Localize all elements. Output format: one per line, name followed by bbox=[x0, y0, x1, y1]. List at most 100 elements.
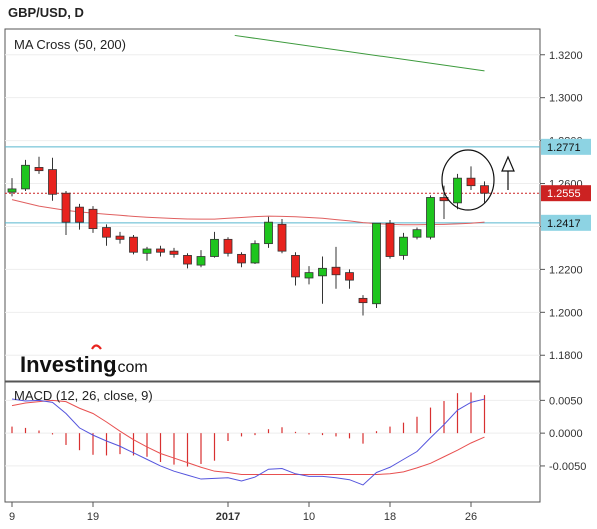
price-panel-label: MA Cross (50, 200) bbox=[14, 37, 126, 52]
candle bbox=[412, 227, 422, 240]
logo-swoosh-icon bbox=[91, 344, 102, 350]
candle-body bbox=[358, 297, 368, 304]
candle-body bbox=[34, 167, 44, 172]
candle bbox=[183, 253, 192, 269]
price-tick-label: 1.2200 bbox=[549, 264, 583, 276]
brand-suffix: .com bbox=[113, 359, 148, 376]
candle-body bbox=[385, 222, 395, 257]
candle bbox=[102, 224, 111, 246]
brand-name: Investing bbox=[20, 352, 117, 377]
ma-slow-line bbox=[234, 34, 485, 72]
candle bbox=[115, 231, 125, 244]
candle bbox=[426, 195, 435, 240]
candle bbox=[169, 247, 179, 258]
level-tag bbox=[541, 138, 591, 155]
price-tick-label: 1.3000 bbox=[549, 93, 583, 105]
candle bbox=[88, 206, 98, 233]
candle-body bbox=[48, 169, 57, 195]
candle-body bbox=[210, 238, 219, 257]
time-tick-label: 19 bbox=[87, 511, 99, 523]
candle-body bbox=[156, 248, 165, 253]
candle bbox=[61, 191, 71, 236]
macd-panel-label: MACD (12, 26, close, 9) bbox=[14, 388, 153, 403]
chart-title: GBP/USD, D bbox=[8, 5, 84, 20]
candle bbox=[264, 216, 273, 248]
time-axis-ticks: 9 19 2017 10 18 26 bbox=[9, 502, 477, 523]
macd-tick-label: 0.0000 bbox=[549, 428, 583, 440]
macd-tick-label: -0.0050 bbox=[549, 461, 586, 473]
candle bbox=[291, 252, 300, 286]
time-tick-label: 10 bbox=[303, 511, 315, 523]
candle bbox=[453, 173, 462, 210]
candle-body bbox=[453, 177, 462, 204]
candle-body bbox=[102, 227, 111, 238]
candle bbox=[156, 245, 165, 257]
candle bbox=[331, 246, 341, 289]
candle bbox=[196, 250, 206, 268]
candle bbox=[237, 252, 246, 268]
candles-layer bbox=[7, 156, 489, 316]
price-tick-label: 1.1800 bbox=[549, 350, 583, 362]
level-tag-label: 1.2555 bbox=[547, 188, 581, 200]
candle bbox=[399, 232, 408, 260]
time-tick-label: 26 bbox=[465, 511, 477, 523]
candle-body bbox=[372, 222, 381, 305]
candle-body bbox=[21, 164, 30, 190]
macd-tick-label: 0.0050 bbox=[549, 395, 583, 407]
time-tick-label: 2017 bbox=[216, 511, 240, 523]
up-arrow-icon bbox=[501, 155, 515, 190]
level-tag bbox=[541, 214, 591, 231]
ma-slow-layer bbox=[234, 34, 485, 72]
macd-axis-ticks: 0.0050 0.0000 -0.0050 bbox=[540, 395, 586, 473]
candle bbox=[21, 159, 30, 192]
candle bbox=[466, 166, 476, 190]
candle-body bbox=[142, 248, 152, 254]
macd-line bbox=[11, 398, 485, 486]
candle-body bbox=[129, 236, 138, 253]
level-tag bbox=[541, 185, 591, 202]
price-tick-label: 1.2000 bbox=[549, 307, 583, 319]
candle-body bbox=[399, 236, 408, 256]
annotation-ellipse bbox=[441, 149, 495, 211]
level-tag-label: 1.2417 bbox=[547, 218, 581, 230]
candle-body bbox=[304, 272, 314, 279]
candle-body bbox=[318, 267, 327, 277]
candle bbox=[34, 156, 44, 174]
macd-histogram bbox=[11, 392, 486, 467]
candle bbox=[210, 231, 219, 258]
candle-body bbox=[169, 250, 179, 255]
candle-body bbox=[115, 235, 125, 240]
candle bbox=[48, 157, 57, 201]
candle-body bbox=[250, 243, 260, 264]
level-tags: 1.2771 1.2555 1.2417 bbox=[541, 138, 591, 231]
price-tick-label: 1.3200 bbox=[549, 50, 583, 62]
candle bbox=[277, 218, 287, 254]
candle-body bbox=[75, 206, 84, 223]
candle-body bbox=[277, 223, 287, 252]
candle-body bbox=[196, 256, 206, 266]
candle bbox=[7, 178, 17, 197]
candle-body bbox=[223, 238, 233, 254]
time-tick-label: 18 bbox=[384, 511, 396, 523]
investing-logo: Investing .com bbox=[20, 344, 148, 377]
macd-lines bbox=[11, 398, 485, 486]
candle bbox=[372, 222, 381, 309]
candle bbox=[385, 220, 395, 259]
candle bbox=[480, 181, 489, 203]
level-tag-label: 1.2771 bbox=[547, 142, 581, 154]
candle bbox=[304, 266, 314, 285]
candle bbox=[358, 295, 368, 316]
candle-body bbox=[331, 266, 341, 276]
time-tick-label: 9 bbox=[9, 511, 15, 523]
candle-body bbox=[426, 197, 435, 238]
candle-body bbox=[61, 192, 71, 223]
price-axis-ticks: 1.32001.30001.28001.26001.24001.22001.20… bbox=[540, 50, 583, 362]
candle bbox=[223, 237, 233, 257]
candle bbox=[75, 203, 84, 230]
candle-body bbox=[264, 221, 273, 245]
candle-body bbox=[466, 177, 476, 187]
candle-body bbox=[237, 253, 246, 264]
candle-body bbox=[291, 255, 300, 278]
candle bbox=[129, 235, 138, 255]
